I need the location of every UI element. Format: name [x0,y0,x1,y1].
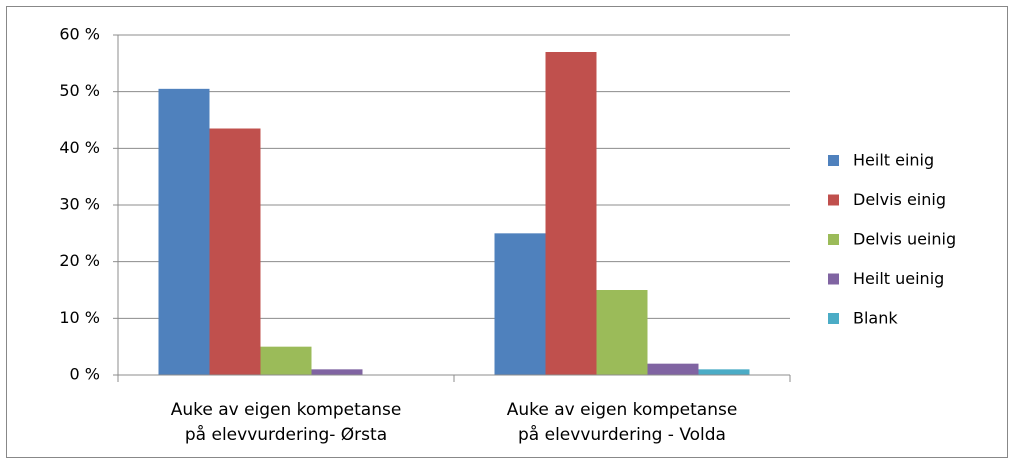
bar [647,363,699,375]
bar [545,52,597,375]
legend-swatch [828,273,839,285]
legend-swatch [828,194,839,206]
bar [209,128,261,375]
legend-label: Heilt ueinig [853,269,944,288]
legend-swatch [828,155,839,166]
y-tick-label: 60 % [59,25,100,44]
y-tick-label: 30 % [59,195,100,214]
y-tick-label: 0 % [70,365,100,384]
legend-label: Delvis einig [853,190,946,209]
legend-swatch [828,313,839,324]
legend-label: Heilt einig [853,151,934,170]
y-tick-label: 40 % [59,138,100,157]
y-tick-label: 10 % [59,308,100,327]
x-tick-label: Auke av eigen kompetanse på elevvurderin… [170,400,402,445]
legend-label: Delvis ueinig [853,230,956,249]
bar [260,346,312,375]
legend-swatch [828,234,839,245]
bar [698,369,750,375]
bar [311,369,363,375]
legend-label: Blank [853,309,898,328]
y-tick-label: 20 % [59,251,100,270]
x-tick-label: Auke av eigen kompetanse på elevvurderin… [506,400,738,445]
bar [494,233,546,375]
bar [596,290,648,375]
y-tick-label: 50 % [59,81,100,100]
bar [158,88,210,375]
